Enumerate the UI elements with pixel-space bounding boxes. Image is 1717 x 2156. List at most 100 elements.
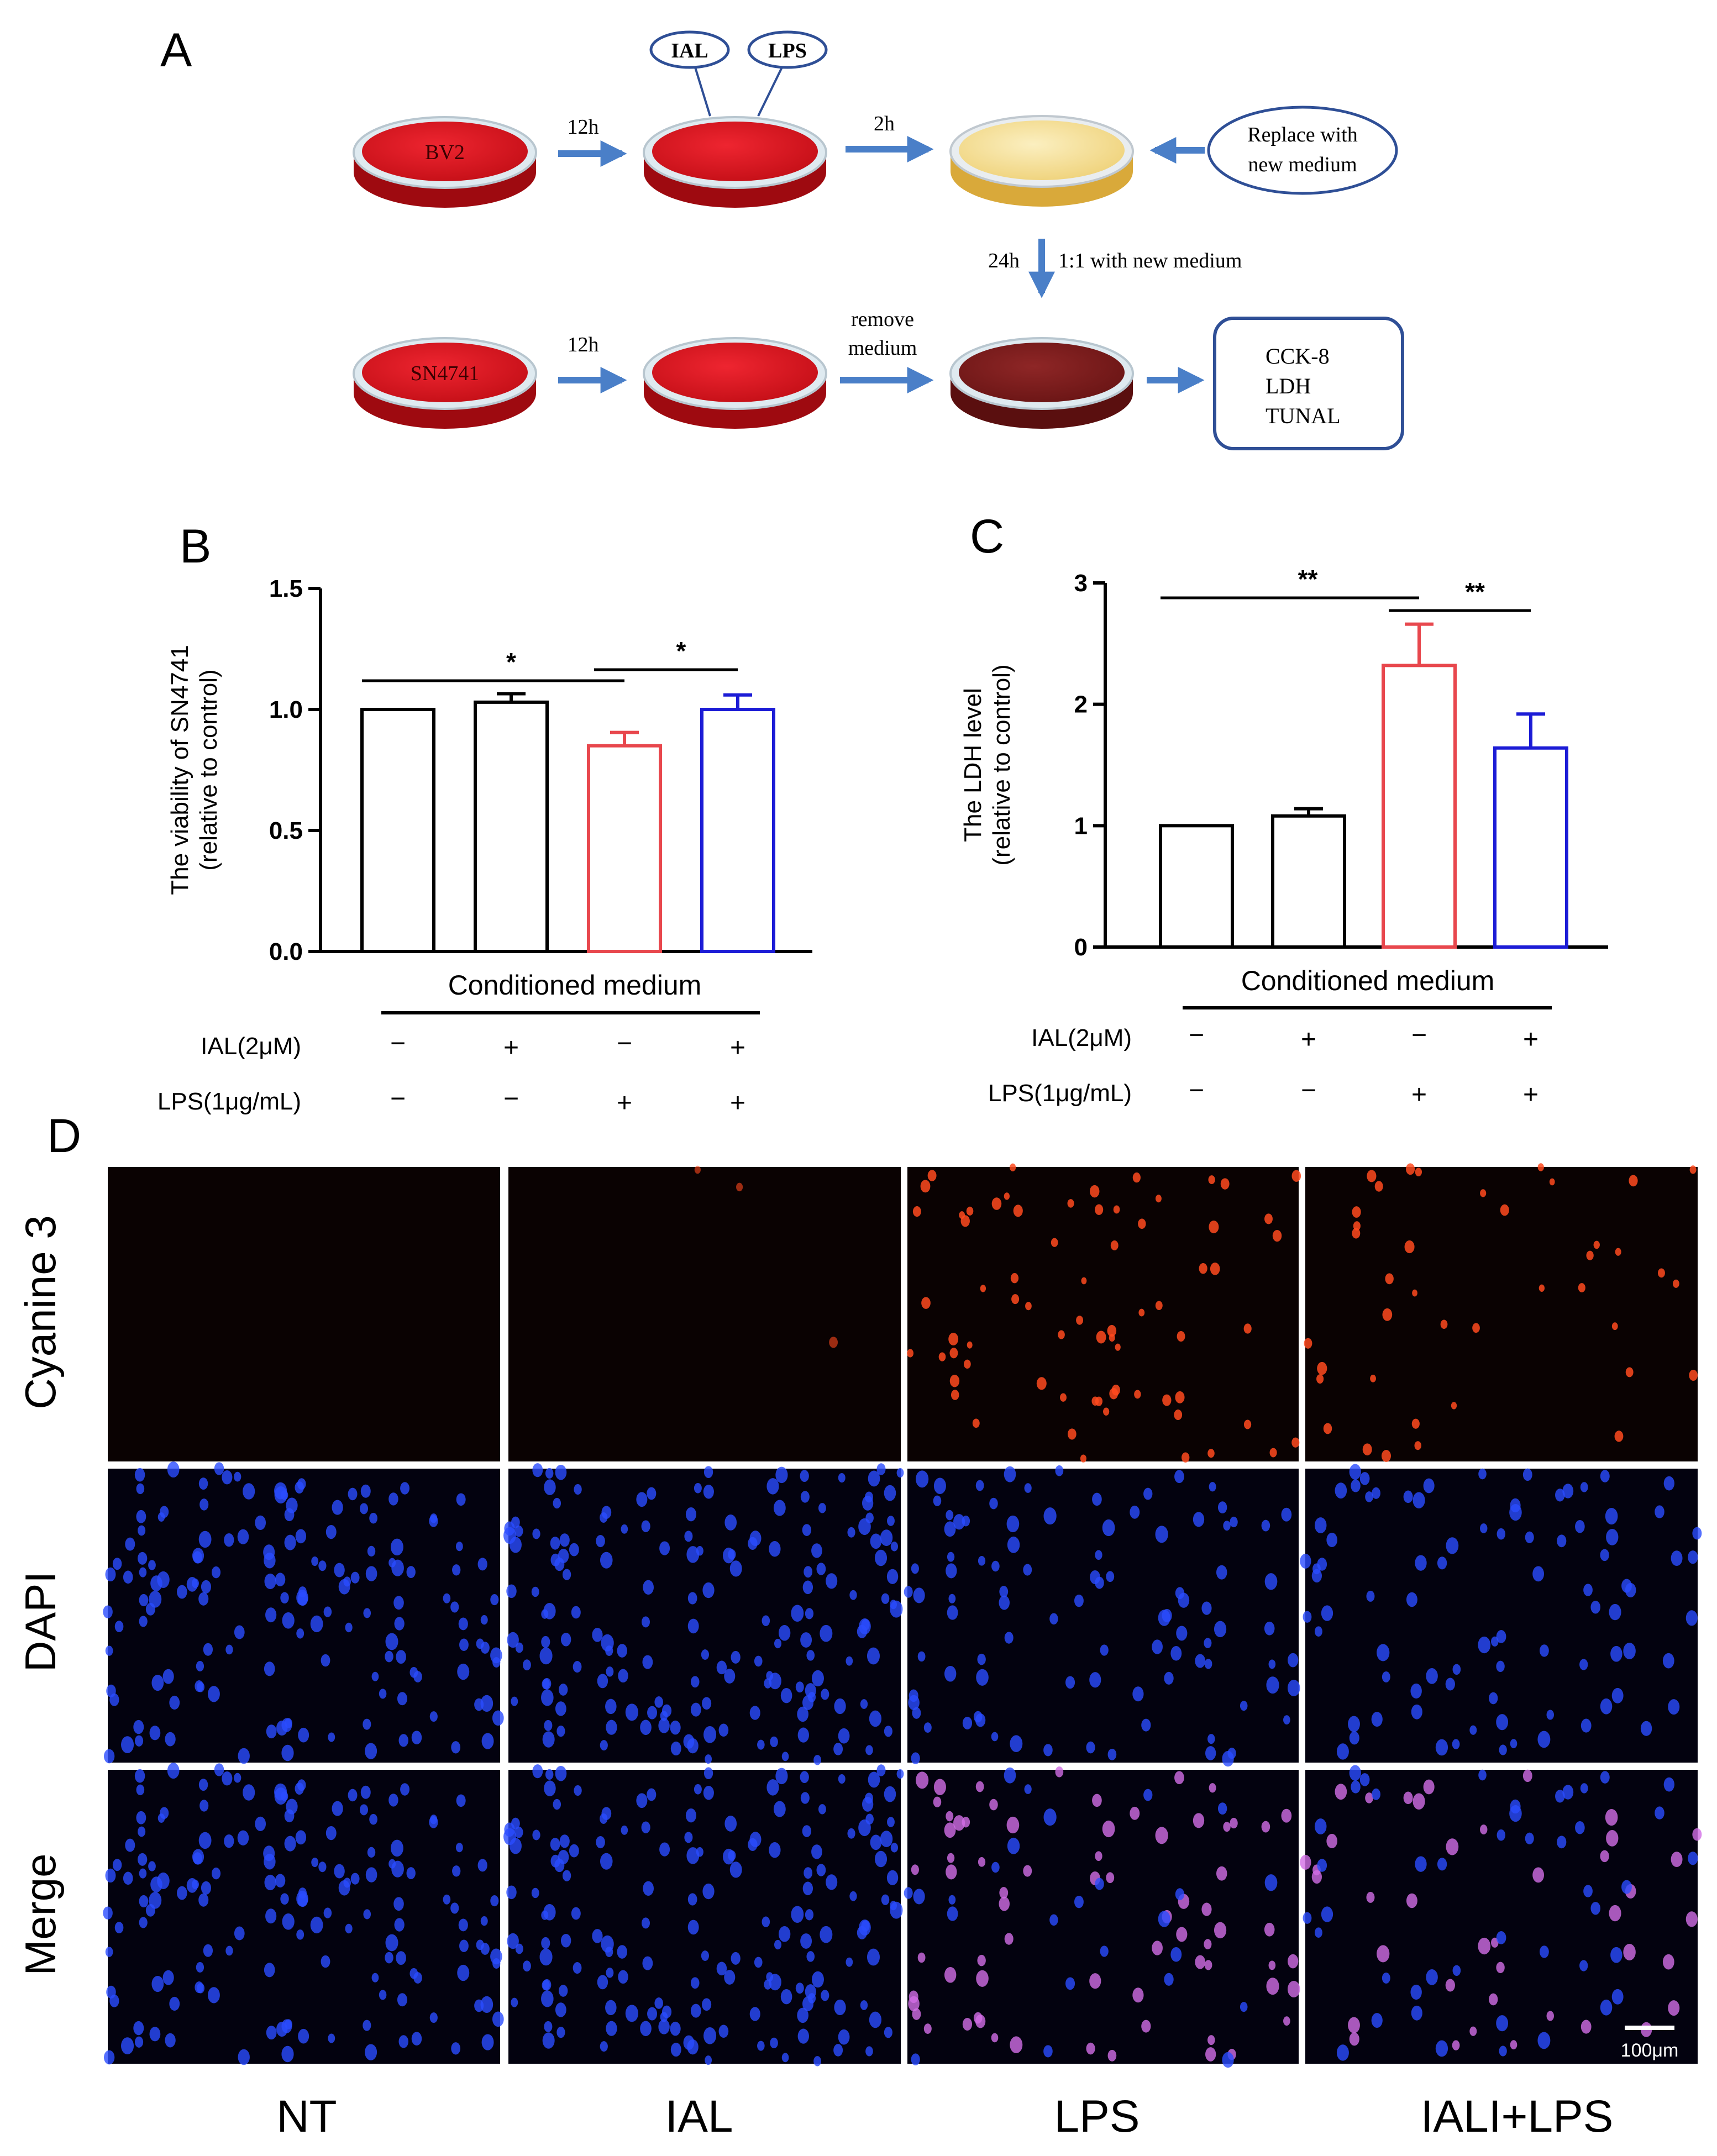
dapi-cell bbox=[1287, 1981, 1300, 1997]
dapi-cell bbox=[165, 2033, 176, 2048]
dapi-cell bbox=[1509, 1805, 1522, 1822]
dapi-cell bbox=[196, 1962, 204, 1973]
assay-tunal: TUNAL bbox=[1266, 403, 1341, 428]
cy3-cell bbox=[1304, 1338, 1312, 1349]
dish-sn4741-label: SN4741 bbox=[411, 362, 480, 385]
dapi-cell bbox=[255, 1515, 266, 1530]
dapi-cell bbox=[690, 1702, 701, 1717]
dapi-cell bbox=[911, 1563, 919, 1574]
cy3-cell bbox=[1210, 1263, 1220, 1275]
panel-a-letter: A bbox=[160, 24, 192, 77]
condition-sign: + bbox=[1411, 1080, 1427, 1109]
dapi-cell bbox=[507, 1933, 519, 1949]
dapi-cell bbox=[1217, 1501, 1227, 1514]
cy3-cell bbox=[1096, 1331, 1106, 1344]
condition-sign: − bbox=[617, 1029, 632, 1058]
dapi-cell bbox=[1010, 1735, 1023, 1753]
dapi-cell bbox=[514, 1525, 523, 1537]
cy3-cell bbox=[1316, 1374, 1324, 1384]
dapi-cell bbox=[411, 2032, 422, 2045]
dapi-cell bbox=[683, 1734, 695, 1749]
dapi-cell bbox=[545, 1468, 554, 1479]
dapi-cell bbox=[780, 1688, 792, 1703]
dapi-cell bbox=[811, 1844, 822, 1859]
dapi-cell bbox=[690, 1676, 700, 1688]
y-axis-label-sub: (relative to control) bbox=[988, 664, 1015, 865]
dapi-cell bbox=[136, 1483, 145, 1495]
dapi-cell bbox=[1024, 1784, 1032, 1794]
dapi-cell bbox=[138, 1853, 148, 1866]
cy3-cell bbox=[1155, 1195, 1162, 1203]
assay-cck8: CCK-8 bbox=[1266, 344, 1330, 369]
cy3-cell bbox=[1036, 1377, 1047, 1390]
dapi-cell bbox=[647, 2007, 658, 2021]
dapi-cell bbox=[1170, 1947, 1182, 1962]
dapi-cell bbox=[310, 1615, 323, 1633]
dapi-cell bbox=[962, 1716, 973, 1729]
bar bbox=[1159, 824, 1234, 949]
cy3-cell bbox=[1067, 1428, 1077, 1440]
dapi-cell bbox=[1283, 1715, 1290, 1725]
condition-sign: − bbox=[503, 1084, 519, 1113]
dapi-cell bbox=[1007, 1837, 1020, 1854]
cy3-cell bbox=[1374, 1181, 1383, 1192]
dapi-cell bbox=[109, 1693, 119, 1706]
cy3-cell bbox=[1500, 1204, 1509, 1216]
dapi-cell bbox=[778, 1625, 791, 1641]
dapi-cell bbox=[1640, 1721, 1652, 1736]
cy3-cell bbox=[1672, 1279, 1679, 1288]
dapi-cell bbox=[1382, 1671, 1390, 1682]
dapi-cell bbox=[1336, 2044, 1349, 2061]
dapi-cell bbox=[560, 1632, 571, 1647]
dapi-cell bbox=[157, 1872, 170, 1890]
dapi-cell bbox=[694, 1483, 702, 1494]
dapi-cell bbox=[757, 1739, 765, 1750]
dapi-cell bbox=[282, 1612, 295, 1629]
dapi-cell bbox=[868, 1470, 880, 1487]
dapi-cell bbox=[1413, 1492, 1425, 1508]
dapi-cell bbox=[640, 2021, 652, 2037]
dapi-cell bbox=[724, 1669, 736, 1684]
dapi-cell bbox=[238, 1748, 250, 1764]
dapi-cell bbox=[944, 1521, 956, 1537]
dapi-cell bbox=[1452, 1739, 1460, 1749]
dapi-cell bbox=[946, 1864, 957, 1880]
dapi-cell bbox=[617, 1945, 627, 1959]
dapi-cell bbox=[800, 1933, 812, 1949]
cy3-cell bbox=[972, 1418, 980, 1428]
dapi-cell bbox=[459, 1638, 469, 1652]
cy3-cell bbox=[1207, 1449, 1215, 1458]
dapi-cell bbox=[1288, 1653, 1299, 1668]
dapi-cell bbox=[1321, 1906, 1333, 1922]
dapi-cell bbox=[544, 1719, 553, 1731]
dapi-cell bbox=[686, 1847, 700, 1864]
dapi-cell bbox=[523, 1960, 531, 1972]
dapi-cell bbox=[125, 1537, 135, 1551]
dapi-cell bbox=[208, 1686, 220, 1702]
dapi-cell bbox=[541, 1937, 550, 1949]
dapi-cell bbox=[507, 1632, 519, 1648]
dapi-cell bbox=[1377, 1644, 1390, 1661]
dapi-cell bbox=[511, 1997, 518, 2007]
dapi-cell bbox=[1688, 1550, 1698, 1564]
cy3-cell bbox=[1382, 1308, 1393, 1321]
dapi-cell bbox=[1102, 1519, 1115, 1537]
cy3-cell bbox=[1115, 1343, 1121, 1351]
dapi-cell bbox=[429, 1515, 438, 1527]
dapi-cell bbox=[1478, 1468, 1487, 1480]
dapi-cell bbox=[948, 1895, 956, 1905]
row-label-dapi: DAPI bbox=[16, 1571, 65, 1672]
dapi-cell bbox=[989, 1497, 998, 1510]
dapi-cell bbox=[884, 1485, 896, 1501]
dapi-cell bbox=[476, 1939, 484, 1950]
dapi-cell bbox=[1537, 1731, 1551, 1748]
dapi-cell bbox=[1164, 1973, 1174, 1986]
micro-panel bbox=[1300, 1464, 1702, 1763]
dapi-cell bbox=[947, 1906, 958, 1921]
dapi-cell bbox=[1107, 1748, 1117, 1760]
dapi-cell bbox=[684, 1531, 693, 1542]
dapi-cell bbox=[1264, 1573, 1278, 1590]
dapi-cell bbox=[105, 1645, 113, 1656]
dapi-cell bbox=[149, 2027, 161, 2042]
